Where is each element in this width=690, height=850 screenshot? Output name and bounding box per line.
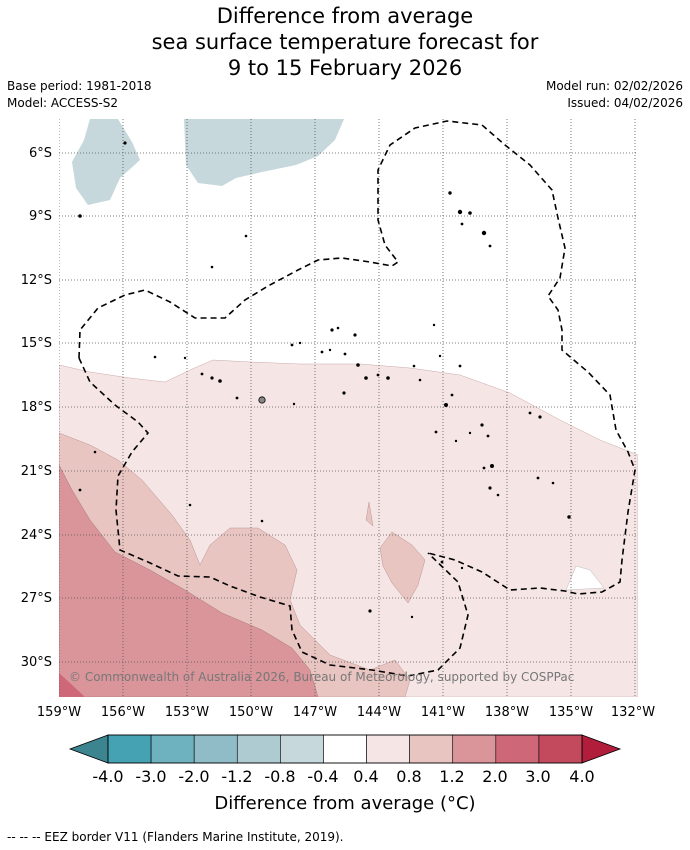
colorbar-label: -0.4	[307, 767, 338, 786]
lon-label: 156°W	[101, 705, 145, 720]
colorbar-label: 3.0	[525, 767, 550, 786]
anomaly-band-0.4-0.8	[59, 359, 638, 697]
colorbar-labels: -4.0 -3.0 -2.0 -1.2 -0.8 -0.4 0.4 0.8 1.…	[92, 767, 594, 786]
lat-label: 9°S	[29, 209, 52, 224]
colorbar-label: -4.0	[92, 767, 123, 786]
eez-legend: -- -- -- EEZ border V11 (Flanders Marine…	[7, 830, 344, 844]
eez-border-south	[78, 357, 469, 677]
colorbar-segment	[193, 734, 238, 764]
lat-label: 12°S	[21, 273, 52, 288]
colorbar-segment	[107, 734, 152, 764]
lon-label: 159°W	[37, 705, 81, 720]
map-area: © Commonwealth of Australia 2026, Bureau…	[59, 119, 638, 697]
colorbar-label: 2.0	[482, 767, 507, 786]
base-period: Base period: 1981-2018	[7, 79, 152, 93]
lat-label: 15°S	[21, 336, 52, 351]
title-line-3: 9 to 15 February 2026	[227, 56, 463, 80]
lon-label: 132°W	[611, 705, 655, 720]
cool-patch-north	[184, 119, 344, 186]
model-name: Model: ACCESS-S2	[7, 96, 119, 110]
colorbar-label: -3.0	[135, 767, 166, 786]
meta-right: Model run: 02/02/2026 Issued: 04/02/2026	[546, 78, 683, 112]
colorbar-segment	[150, 734, 195, 764]
colorbar-frame	[107, 734, 583, 764]
anomaly-patch-0.8-1.2	[379, 531, 426, 604]
lon-label: 153°W	[165, 705, 209, 720]
colorbar-over-arrow	[581, 734, 622, 764]
colorbar-segment	[323, 734, 367, 764]
colorbar-under-arrow	[68, 734, 109, 764]
colorbar-segment	[538, 734, 583, 764]
colorbar-title: Difference from average (°C)	[0, 793, 690, 814]
colorbar-label: 1.2	[439, 767, 464, 786]
colorbar-segment	[452, 734, 497, 764]
anomaly-band-1.2-2.0	[59, 464, 319, 697]
colorbar-segment	[409, 734, 454, 764]
colorbar-segment	[280, 734, 324, 764]
colorbar-label: 0.8	[396, 767, 421, 786]
title-line-1: Difference from average	[216, 4, 474, 28]
lon-label: 150°W	[229, 705, 273, 720]
islands	[78, 141, 571, 619]
colorbar-label: 0.4	[353, 767, 378, 786]
lat-label: 24°S	[21, 528, 52, 543]
colorbar: -4.0 -3.0 -2.0 -1.2 -0.8 -0.4 0.4 0.8 1.…	[68, 734, 622, 786]
issued-date: Issued: 04/02/2026	[567, 96, 683, 110]
map-frame	[59, 119, 638, 697]
colorbar-segments	[107, 734, 583, 764]
lon-label: 147°W	[293, 705, 337, 720]
colorbar-segment	[495, 734, 540, 764]
model-run: Model run: 02/02/2026	[545, 79, 683, 93]
anomaly-band-2.0-3.0	[59, 673, 85, 697]
lat-label: 18°S	[21, 400, 52, 415]
anomaly-band-0.8-1.2	[59, 432, 411, 697]
lat-label: 6°S	[29, 146, 52, 161]
colorbar-label: -0.8	[264, 767, 295, 786]
lon-label: 141°W	[421, 705, 465, 720]
anomaly-sliver-0.8-1.2	[365, 501, 374, 527]
lon-label: 144°W	[357, 705, 401, 720]
lat-label: 27°S	[21, 591, 52, 606]
colorbar-label: -2.0	[178, 767, 209, 786]
lat-label: 21°S	[21, 464, 52, 479]
cool-patch-southeast	[565, 565, 605, 591]
colorbar-segment	[366, 734, 410, 764]
colorbar-title-unit: °C)	[446, 793, 476, 814]
colorbar-label: -1.2	[221, 767, 252, 786]
graticule	[59, 119, 638, 697]
copyright-notice: © Commonwealth of Australia 2026, Bureau…	[69, 670, 574, 684]
title-line-2: sea surface temperature forecast for	[151, 30, 539, 54]
lon-label: 135°W	[549, 705, 593, 720]
lat-label: 30°S	[21, 655, 52, 670]
longitude-labels: 159°W 156°W 153°W 150°W 147°W 144°W 141°…	[37, 705, 655, 720]
colorbar-segment	[236, 734, 281, 764]
colorbar-title-text: Difference from average (	[214, 793, 447, 814]
map-title: Difference from average sea surface temp…	[0, 3, 690, 81]
eez-border-north	[78, 120, 636, 595]
lon-label: 138°W	[485, 705, 529, 720]
colorbar-label: 4.0	[569, 767, 594, 786]
meta-left: Base period: 1981-2018 Model: ACCESS-S2	[7, 78, 152, 112]
latitude-labels: 6°S 9°S 12°S 15°S 18°S 21°S 24°S 27°S 30…	[21, 146, 52, 670]
cool-patch-west	[72, 119, 140, 205]
